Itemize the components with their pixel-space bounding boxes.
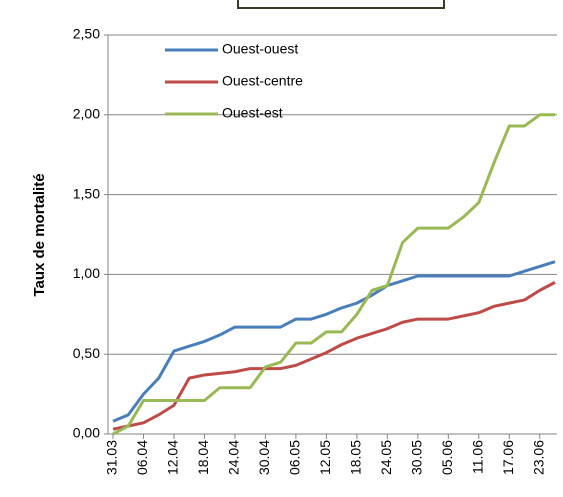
x-tick-label: 30.04	[256, 440, 272, 475]
legend-label: Ouest-ouest	[222, 41, 298, 57]
x-tick-label: 23.06	[530, 440, 546, 475]
y-tick-label: 1,50	[73, 185, 100, 201]
y-tick-label: 2,50	[73, 26, 100, 42]
x-tick-label: 30.05	[409, 440, 425, 475]
x-tick-label: 11.06	[469, 440, 485, 474]
x-tick-label: 18.04	[195, 440, 211, 475]
y-tick-label: 2,00	[73, 106, 100, 122]
y-axis-label: Taux de mortalité	[31, 173, 48, 296]
x-tick-label: 05.06	[439, 440, 455, 475]
line-series	[112, 113, 555, 436]
x-tick-label: 24.04	[226, 440, 242, 475]
x-tick-label: 24.05	[378, 440, 394, 475]
legend-label: Ouest-centre	[222, 73, 303, 89]
x-tick-label: 17.06	[500, 440, 516, 475]
x-tick-label: 18.05	[348, 440, 364, 475]
line-series	[112, 281, 556, 431]
x-tick-label: 12.05	[317, 440, 333, 475]
y-tick-label: 1,00	[73, 265, 100, 281]
x-tick-label: 06.04	[134, 440, 150, 475]
line-series	[112, 260, 556, 423]
legend-label: Ouest-est	[222, 105, 283, 121]
x-tick-label: 31.03	[104, 440, 120, 475]
y-tick-label: 0,50	[73, 345, 100, 361]
x-tick-label: 12.04	[165, 440, 181, 475]
x-tick-label: 06.05	[287, 440, 303, 475]
title-box	[237, 0, 445, 9]
y-tick-label: 0,00	[73, 425, 100, 441]
